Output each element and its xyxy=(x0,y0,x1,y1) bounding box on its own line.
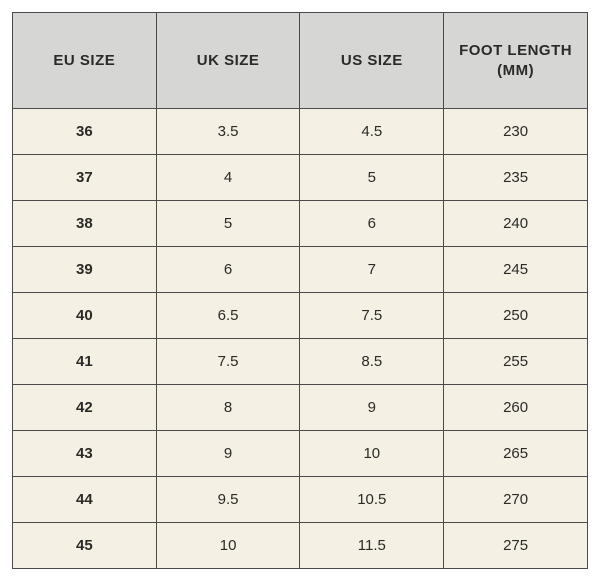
table-row: 4289260 xyxy=(13,385,588,431)
cell-us: 7 xyxy=(300,247,444,293)
size-chart-table: EU SIZE UK SIZE US SIZE FOOT LENGTH (MM)… xyxy=(12,12,588,569)
table-row: 43910265 xyxy=(13,431,588,477)
cell-eu: 39 xyxy=(13,247,157,293)
cell-foot: 265 xyxy=(444,431,588,477)
cell-foot: 260 xyxy=(444,385,588,431)
cell-eu: 41 xyxy=(13,339,157,385)
column-header-us: US SIZE xyxy=(300,13,444,109)
cell-eu: 40 xyxy=(13,293,157,339)
table-row: 451011.5275 xyxy=(13,523,588,569)
cell-foot: 235 xyxy=(444,155,588,201)
table-row: 417.58.5255 xyxy=(13,339,588,385)
table-body: 363.54.5230374523538562403967245406.57.5… xyxy=(13,109,588,569)
cell-uk: 10 xyxy=(156,523,300,569)
cell-uk: 7.5 xyxy=(156,339,300,385)
column-header-foot: FOOT LENGTH (MM) xyxy=(444,13,588,109)
cell-foot: 230 xyxy=(444,109,588,155)
cell-eu: 43 xyxy=(13,431,157,477)
cell-eu: 38 xyxy=(13,201,157,247)
table-row: 3967245 xyxy=(13,247,588,293)
cell-us: 10 xyxy=(300,431,444,477)
cell-foot: 245 xyxy=(444,247,588,293)
cell-foot: 270 xyxy=(444,477,588,523)
cell-foot: 250 xyxy=(444,293,588,339)
table-row: 363.54.5230 xyxy=(13,109,588,155)
cell-us: 6 xyxy=(300,201,444,247)
cell-us: 4.5 xyxy=(300,109,444,155)
cell-us: 5 xyxy=(300,155,444,201)
cell-uk: 8 xyxy=(156,385,300,431)
cell-foot: 240 xyxy=(444,201,588,247)
cell-us: 11.5 xyxy=(300,523,444,569)
cell-eu: 36 xyxy=(13,109,157,155)
column-header-uk: UK SIZE xyxy=(156,13,300,109)
cell-us: 8.5 xyxy=(300,339,444,385)
table-row: 3745235 xyxy=(13,155,588,201)
cell-uk: 5 xyxy=(156,201,300,247)
cell-eu: 37 xyxy=(13,155,157,201)
cell-foot: 255 xyxy=(444,339,588,385)
table-header: EU SIZE UK SIZE US SIZE FOOT LENGTH (MM) xyxy=(13,13,588,109)
cell-uk: 6 xyxy=(156,247,300,293)
cell-uk: 6.5 xyxy=(156,293,300,339)
table-row: 3856240 xyxy=(13,201,588,247)
cell-us: 10.5 xyxy=(300,477,444,523)
table-row: 449.510.5270 xyxy=(13,477,588,523)
cell-eu: 45 xyxy=(13,523,157,569)
cell-uk: 4 xyxy=(156,155,300,201)
cell-us: 7.5 xyxy=(300,293,444,339)
column-header-eu: EU SIZE xyxy=(13,13,157,109)
cell-us: 9 xyxy=(300,385,444,431)
cell-eu: 42 xyxy=(13,385,157,431)
table-header-row: EU SIZE UK SIZE US SIZE FOOT LENGTH (MM) xyxy=(13,13,588,109)
cell-foot: 275 xyxy=(444,523,588,569)
cell-uk: 9.5 xyxy=(156,477,300,523)
table-row: 406.57.5250 xyxy=(13,293,588,339)
cell-uk: 9 xyxy=(156,431,300,477)
cell-eu: 44 xyxy=(13,477,157,523)
cell-uk: 3.5 xyxy=(156,109,300,155)
